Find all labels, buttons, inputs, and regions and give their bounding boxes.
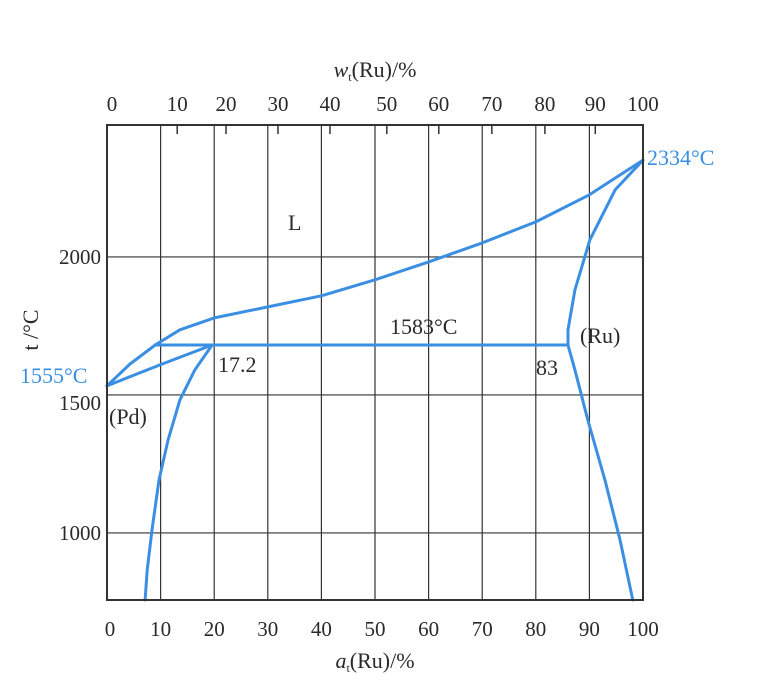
x-tick-label-top: 20 <box>215 92 236 116</box>
label-ru-phase: (Ru) <box>580 323 620 348</box>
x-tick-label-top: 50 <box>376 92 397 116</box>
x-tick-label-bottom: 50 <box>365 617 386 641</box>
label-peritectic-temp: 1583°C <box>390 314 457 339</box>
label-pd-phase: (Pd) <box>109 404 147 429</box>
label-pd-limit: 17.2 <box>218 352 257 377</box>
plot-frame <box>106 124 644 601</box>
label-pd-melting: 1555°C <box>20 363 87 388</box>
ru-solidus-line <box>566 158 645 347</box>
x-tick-label-bottom: 30 <box>257 617 278 641</box>
x-tick-label-bottom: 20 <box>204 617 225 641</box>
y-axis-title: t /°C <box>18 309 43 350</box>
y-tick-label: 1000 <box>59 521 101 545</box>
x-tick-label-top: 70 <box>481 92 502 116</box>
x-tick-label-top: 40 <box>319 92 340 116</box>
ru-solvus-line <box>566 343 635 602</box>
pd-solvus-line <box>143 343 214 602</box>
x-tick-label-bottom: 80 <box>525 617 546 641</box>
x-tick-label-bottom: 0 <box>105 617 116 641</box>
label-ru-limit: 83 <box>536 355 558 380</box>
label-ru-melting: 2334°C <box>647 145 714 170</box>
tick-labels: 0 10 20 30 40 50 60 70 80 90 100 2000 1500 1000 0 10 20 3… <box>59 92 659 641</box>
pd-solidus-line <box>105 343 214 388</box>
y-tick-label: 2000 <box>59 245 101 269</box>
top-axis-ticks <box>176 125 597 134</box>
x-tick-label-top: 100 <box>627 92 659 116</box>
x-tick-label-bottom: 10 <box>150 617 171 641</box>
x-tick-label-bottom: 90 <box>579 617 600 641</box>
x-tick-label-top: 0 <box>107 92 118 116</box>
x-tick-label-bottom: 60 <box>418 617 439 641</box>
x-tick-label-top: 60 <box>428 92 449 116</box>
x-tick-label-top: 10 <box>167 92 188 116</box>
x-tick-label-top: 80 <box>534 92 555 116</box>
top-axis-title: wt(Ru)/% <box>334 57 417 84</box>
x-tick-label-top: 90 <box>585 92 606 116</box>
gridlines <box>107 125 643 600</box>
x-tick-label-top: 30 <box>267 92 288 116</box>
label-liquid: L <box>288 210 301 235</box>
x-tick-label-bottom: 40 <box>311 617 332 641</box>
x-tick-label-bottom: 100 <box>627 617 659 641</box>
y-tick-label: 1500 <box>59 391 101 415</box>
phase-boundaries <box>105 158 645 602</box>
x-tick-label-bottom: 70 <box>472 617 493 641</box>
bottom-axis-title: at(Ru)/% <box>335 648 414 675</box>
